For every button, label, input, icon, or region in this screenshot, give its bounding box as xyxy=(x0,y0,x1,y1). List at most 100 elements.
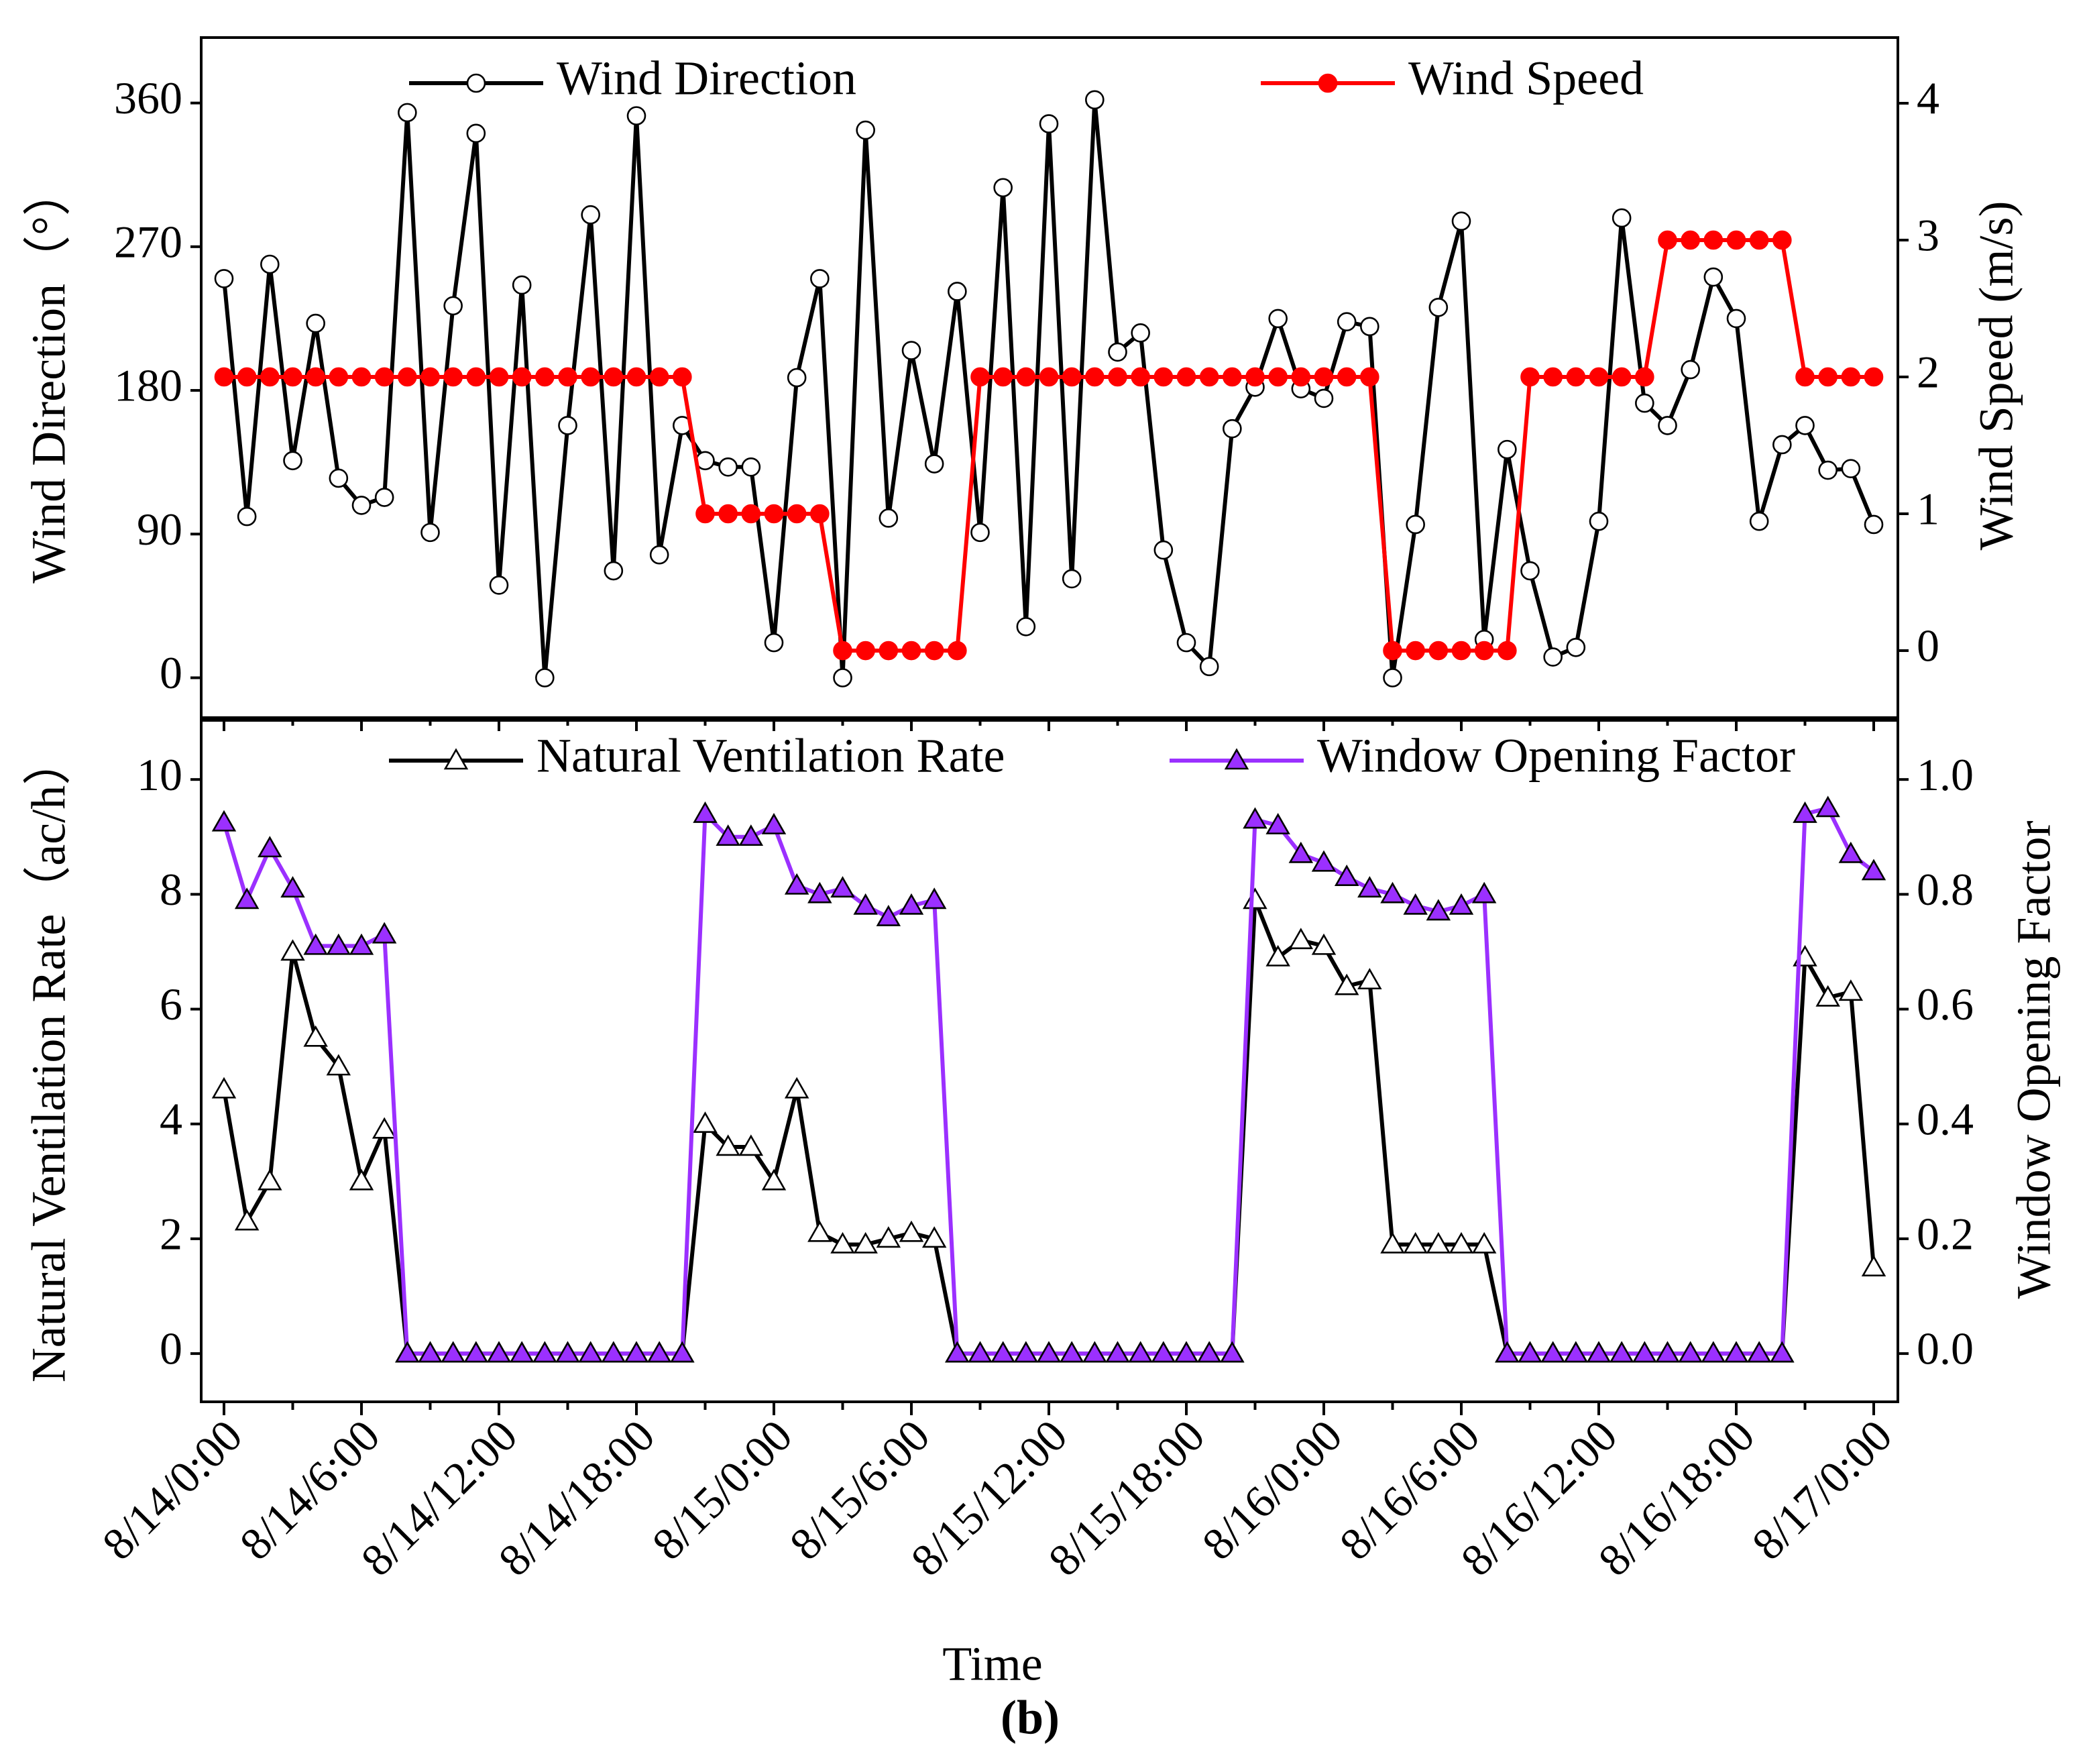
y-tick-label: 360 xyxy=(114,72,182,123)
data-point xyxy=(948,641,967,661)
data-point xyxy=(374,367,394,387)
data-point xyxy=(1174,1341,1199,1363)
data-point xyxy=(489,367,509,387)
data-point xyxy=(1128,1341,1153,1363)
y2-tick-label: 3 xyxy=(1917,210,1939,261)
data-point xyxy=(876,1226,901,1248)
data-point xyxy=(398,367,417,387)
y-axis-title: Natural Ventilation Rate（ac/h） xyxy=(22,737,76,1382)
y-axis-title: Wind Direction（°） xyxy=(22,168,76,584)
y-tick-label: 6 xyxy=(160,979,182,1030)
data-point xyxy=(993,178,1013,198)
data-point xyxy=(718,457,738,477)
y2-tick-label: 0.6 xyxy=(1917,979,1974,1030)
data-point xyxy=(1337,367,1357,387)
data-point xyxy=(1334,973,1359,995)
data-point xyxy=(830,1231,855,1254)
data-point xyxy=(901,641,921,661)
data-point xyxy=(1635,393,1654,413)
data-point xyxy=(1838,979,1864,1001)
y-tick-label: 10 xyxy=(137,749,182,800)
data-point xyxy=(899,1220,924,1242)
data-point xyxy=(441,1341,465,1363)
data-point xyxy=(1428,297,1449,317)
data-point xyxy=(1131,367,1150,387)
data-point xyxy=(1658,230,1677,250)
data-point xyxy=(1635,367,1654,387)
y-tick-label: 0 xyxy=(160,1323,182,1374)
data-point xyxy=(1039,114,1059,133)
data-point xyxy=(1085,367,1105,387)
data-point xyxy=(1426,899,1451,921)
data-point xyxy=(1655,1341,1680,1363)
data-point xyxy=(1474,641,1494,661)
data-point xyxy=(283,451,302,471)
data-point xyxy=(1589,367,1609,387)
data-point xyxy=(1013,1341,1039,1363)
data-point xyxy=(1176,632,1196,653)
data-point xyxy=(1678,1341,1703,1363)
data-point xyxy=(807,1220,832,1242)
data-point xyxy=(1749,230,1769,250)
data-point xyxy=(258,836,282,858)
data-point xyxy=(1428,641,1449,661)
data-point xyxy=(1609,1341,1634,1363)
data-point xyxy=(214,269,234,288)
data-point xyxy=(1403,1231,1428,1254)
series-line xyxy=(224,237,1874,653)
data-point xyxy=(879,641,899,661)
data-point xyxy=(741,504,761,524)
data-point xyxy=(787,368,807,388)
data-point xyxy=(1520,561,1540,581)
y2-tick-label: 0.4 xyxy=(1917,1093,1974,1144)
data-point xyxy=(1701,1341,1726,1363)
data-point xyxy=(1059,1341,1084,1363)
y2-tick-label: 0.8 xyxy=(1917,864,1974,915)
data-point xyxy=(372,922,397,944)
y-tick-label: 0 xyxy=(160,647,182,698)
x-axis-title: Time xyxy=(942,1637,1042,1691)
series-line xyxy=(222,99,1876,678)
data-point xyxy=(1566,367,1586,387)
data-point xyxy=(1334,865,1359,886)
legend-marker xyxy=(466,73,486,93)
data-point xyxy=(1243,807,1267,829)
data-point xyxy=(1314,367,1334,387)
y2-tick-label: 0 xyxy=(1917,620,1939,671)
data-point xyxy=(626,106,646,125)
data-point xyxy=(1563,1341,1589,1363)
data-point xyxy=(693,801,718,823)
x-tick-label: 8/14/0:00 xyxy=(93,1410,252,1569)
data-point xyxy=(1795,416,1815,435)
data-point xyxy=(807,881,832,903)
data-point xyxy=(787,504,807,524)
data-point xyxy=(810,504,830,524)
data-point xyxy=(1520,367,1540,387)
data-point xyxy=(420,367,440,387)
data-point xyxy=(532,1341,557,1363)
data-point xyxy=(1772,435,1792,455)
data-point xyxy=(581,367,600,387)
y-tick-label: 4 xyxy=(160,1093,182,1144)
data-point xyxy=(876,904,901,926)
data-point xyxy=(349,1168,374,1191)
data-point xyxy=(1724,1341,1749,1363)
data-point xyxy=(1841,367,1861,387)
legend-marker xyxy=(1224,748,1249,770)
data-point xyxy=(1518,1341,1542,1363)
data-point xyxy=(1199,657,1219,677)
data-point xyxy=(1793,801,1817,823)
data-point xyxy=(853,893,878,915)
data-point xyxy=(1153,367,1174,387)
data-point xyxy=(512,367,532,387)
data-point xyxy=(901,341,921,360)
data-point xyxy=(1770,1341,1795,1363)
data-point xyxy=(1815,795,1840,818)
data-point xyxy=(764,632,784,653)
data-point xyxy=(418,1341,443,1363)
data-point xyxy=(555,1341,580,1363)
data-point xyxy=(784,873,809,895)
data-point xyxy=(784,1077,809,1099)
data-point xyxy=(1360,367,1379,387)
